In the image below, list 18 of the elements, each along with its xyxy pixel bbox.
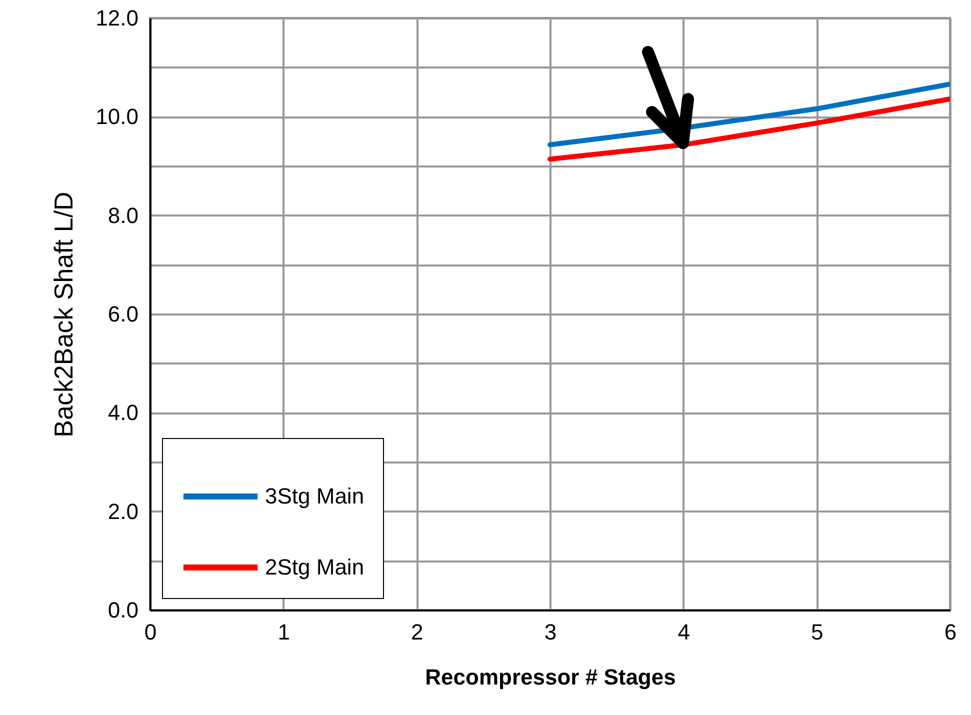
legend-label: 2Stg Main bbox=[265, 554, 364, 580]
x-tick-label: 4 bbox=[678, 620, 690, 644]
x-tick-label: 1 bbox=[278, 620, 290, 644]
y-tick-label: 8.0 bbox=[108, 202, 138, 228]
y-tick-label: 4.0 bbox=[108, 400, 138, 426]
y-tick-label: 10.0 bbox=[96, 104, 138, 130]
y-tick-label: 0.0 bbox=[108, 598, 138, 622]
x-tick-label: 5 bbox=[811, 620, 824, 644]
y-axis-title: Back2Back Shaft L/D bbox=[48, 192, 79, 438]
legend-label: 3Stg Main bbox=[265, 484, 364, 508]
x-axis-title: Recompressor # Stages bbox=[425, 664, 676, 690]
x-tick-label: 0 bbox=[144, 620, 157, 644]
x-tick-label: 2 bbox=[411, 620, 424, 644]
x-tick-label: 6 bbox=[944, 620, 957, 644]
y-tick-label: 12.0 bbox=[96, 6, 138, 30]
x-tick-label: 3 bbox=[544, 620, 557, 644]
y-tick-label: 2.0 bbox=[108, 498, 138, 524]
y-tick-label: 6.0 bbox=[108, 302, 138, 326]
